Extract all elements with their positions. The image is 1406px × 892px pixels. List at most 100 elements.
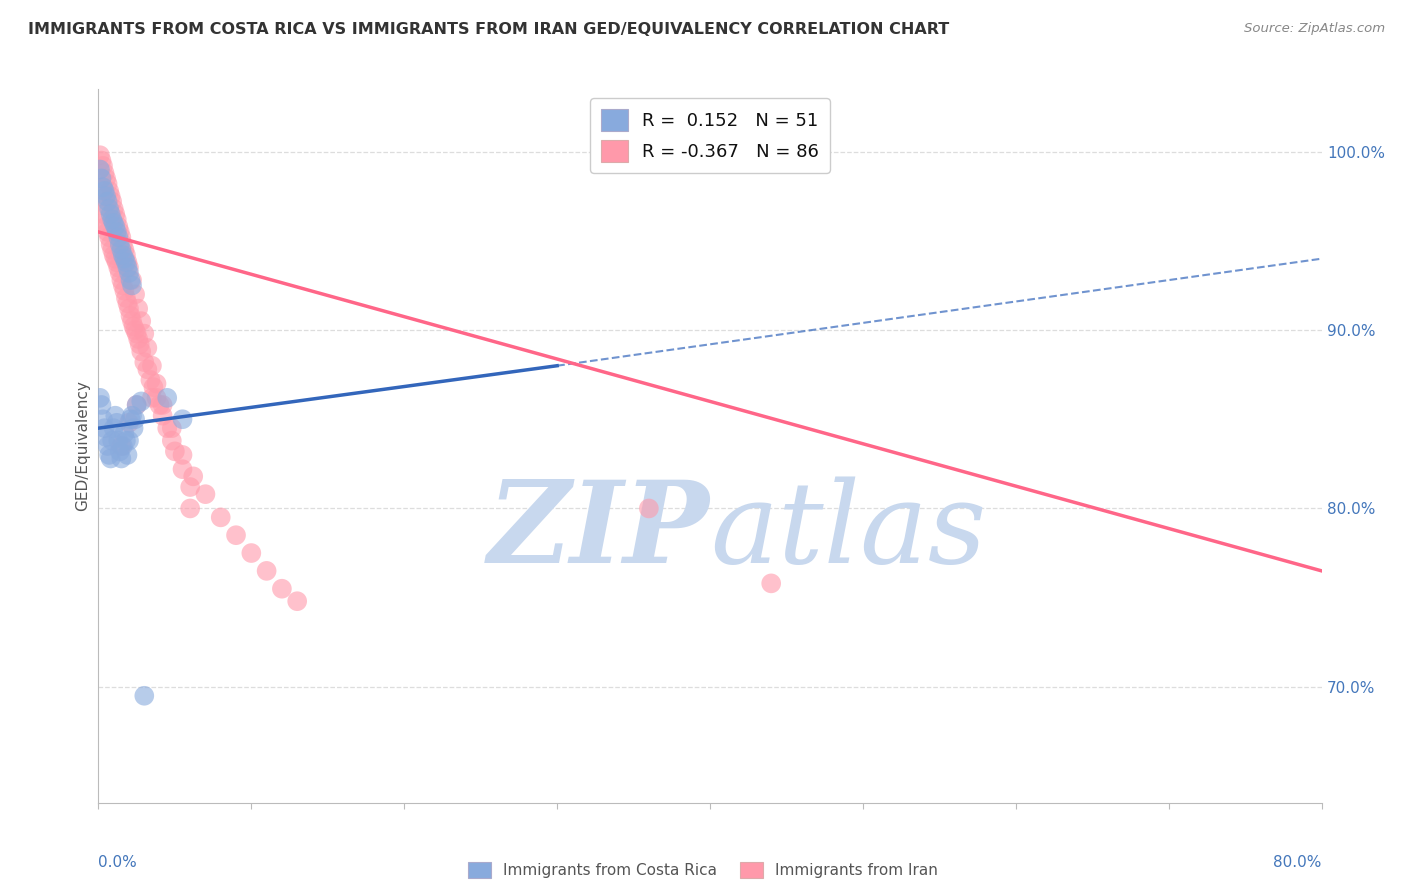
Point <box>125 398 148 412</box>
Point <box>172 412 194 426</box>
Point <box>125 398 148 412</box>
Point <box>105 212 128 227</box>
Point <box>91 180 114 194</box>
Point <box>105 416 128 430</box>
Point <box>89 148 111 162</box>
Point <box>98 230 121 244</box>
Point <box>120 273 142 287</box>
Point <box>108 444 131 458</box>
Point <box>98 184 121 198</box>
Point <box>127 332 149 346</box>
Point <box>101 194 124 209</box>
Text: atlas: atlas <box>710 476 987 587</box>
Point <box>256 564 278 578</box>
Point <box>90 198 112 212</box>
Point <box>100 189 122 203</box>
Point <box>118 266 141 280</box>
Point <box>97 225 120 239</box>
Point <box>124 287 146 301</box>
Point <box>156 391 179 405</box>
Point <box>105 255 128 269</box>
Point <box>129 394 152 409</box>
Point <box>94 171 117 186</box>
Point <box>127 301 149 316</box>
Point <box>120 309 142 323</box>
Point <box>110 451 132 466</box>
Point <box>121 314 143 328</box>
Point <box>240 546 263 560</box>
Point <box>110 230 132 244</box>
Point <box>93 421 115 435</box>
Point <box>111 248 134 262</box>
Point <box>100 451 122 466</box>
Point <box>108 266 131 280</box>
Point <box>103 421 125 435</box>
Point <box>118 434 141 448</box>
Point <box>225 528 247 542</box>
Legend: Immigrants from Costa Rica, Immigrants from Iran: Immigrants from Costa Rica, Immigrants f… <box>461 856 945 884</box>
Point <box>105 225 128 239</box>
Point <box>104 219 127 234</box>
Point <box>97 194 120 209</box>
Point <box>107 260 129 275</box>
Point <box>209 510 232 524</box>
Point <box>117 260 139 275</box>
Point <box>91 159 114 173</box>
Point <box>124 323 146 337</box>
Point <box>134 355 156 369</box>
Point <box>128 337 150 351</box>
Text: Source: ZipAtlas.com: Source: ZipAtlas.com <box>1244 22 1385 36</box>
Point <box>100 237 122 252</box>
Point <box>124 412 146 426</box>
Point <box>145 376 167 391</box>
Point <box>194 487 217 501</box>
Point <box>100 207 122 221</box>
Point <box>89 189 111 203</box>
Point <box>91 207 114 221</box>
Point <box>139 373 162 387</box>
Point <box>117 448 139 462</box>
Text: 0.0%: 0.0% <box>98 855 138 870</box>
Point <box>110 439 132 453</box>
Point <box>90 398 112 412</box>
Text: 80.0%: 80.0% <box>1274 855 1322 870</box>
Point <box>112 252 135 266</box>
Point <box>118 301 141 316</box>
Point <box>136 341 159 355</box>
Point <box>129 344 152 359</box>
Point <box>98 448 121 462</box>
Point <box>120 412 142 426</box>
Legend: R =  0.152   N = 51, R = -0.367   N = 86: R = 0.152 N = 51, R = -0.367 N = 86 <box>591 98 830 173</box>
Point <box>136 362 159 376</box>
Point <box>152 398 174 412</box>
Point <box>129 314 152 328</box>
Point <box>93 216 115 230</box>
Point <box>89 162 111 177</box>
Point <box>141 391 163 405</box>
Point <box>759 576 782 591</box>
Text: IMMIGRANTS FROM COSTA RICA VS IMMIGRANTS FROM IRAN GED/EQUIVALENCY CORRELATION C: IMMIGRANTS FROM COSTA RICA VS IMMIGRANTS… <box>28 22 949 37</box>
Point <box>103 248 125 262</box>
Point <box>172 462 194 476</box>
Point <box>179 480 201 494</box>
Point <box>101 212 124 227</box>
Point <box>90 171 112 186</box>
Point <box>121 273 143 287</box>
Point <box>94 189 117 203</box>
Point <box>108 237 131 252</box>
Point <box>104 409 127 423</box>
Point <box>142 380 165 394</box>
Point <box>122 421 145 435</box>
Point <box>115 434 138 448</box>
Point <box>104 207 127 221</box>
Point <box>181 469 204 483</box>
Point <box>179 501 201 516</box>
Point <box>94 430 117 444</box>
Point <box>90 153 112 168</box>
Point <box>122 319 145 334</box>
Y-axis label: GED/Equivalency: GED/Equivalency <box>75 381 90 511</box>
Point <box>160 421 183 435</box>
Point <box>97 439 120 453</box>
Point <box>107 219 129 234</box>
Point <box>107 434 129 448</box>
